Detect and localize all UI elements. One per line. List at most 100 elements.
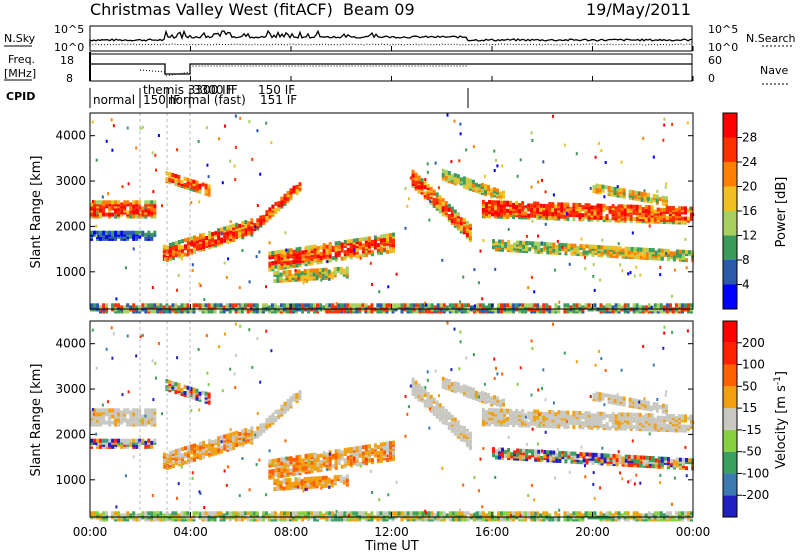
- power-cell: [99, 309, 102, 314]
- velocity-cell: [301, 462, 305, 467]
- velocity-cell: [223, 440, 227, 445]
- velocity-cell: [165, 455, 169, 460]
- nsky-traces: [89, 29, 693, 47]
- power-cell: [277, 258, 281, 263]
- velocity-cell: [576, 453, 580, 458]
- power-cell: [521, 207, 525, 212]
- power-cell: [632, 210, 636, 215]
- power-cell: [277, 201, 281, 206]
- velocity-cell: [521, 409, 525, 414]
- velocity-cell: [132, 412, 136, 417]
- power-cell: [572, 217, 576, 222]
- power-cell: [392, 234, 395, 239]
- velocity-cell: [593, 413, 597, 418]
- power-cell: [581, 217, 585, 222]
- power-speckle: [294, 269, 297, 272]
- velocity-cell: [289, 468, 293, 473]
- velocity-cell: [162, 462, 166, 467]
- power-cell: [190, 236, 193, 241]
- power-cell: [451, 305, 455, 310]
- velocity-cell: [432, 397, 436, 402]
- power-cell: [392, 244, 395, 249]
- power-cell: [433, 309, 437, 314]
- velocity-cell: [533, 421, 537, 426]
- velocity-cell: [273, 517, 277, 522]
- velocity-cell: [659, 423, 663, 428]
- velocity-cell: [669, 461, 673, 466]
- power-cell: [677, 309, 681, 314]
- velocity-cell: [349, 453, 353, 458]
- velocity-cell: [343, 450, 347, 454]
- power-speckle: [220, 232, 223, 236]
- velocity-cell: [576, 460, 580, 465]
- power-cell: [554, 214, 558, 219]
- velocity-cell: [183, 513, 187, 518]
- power-cell: [515, 303, 519, 308]
- velocity-cell: [117, 511, 121, 516]
- velocity-cell: [105, 438, 109, 443]
- power-cell: [591, 246, 595, 251]
- power-cell: [202, 240, 206, 245]
- velocity-cell: [231, 511, 235, 516]
- velocity-cell: [184, 452, 187, 457]
- power-cell: [174, 240, 178, 245]
- velocity-cell: [235, 443, 239, 447]
- power-cell: [456, 174, 460, 179]
- velocity-cell: [207, 513, 211, 518]
- velocity-cell: [656, 425, 660, 430]
- power-cell: [180, 180, 184, 184]
- power-cell: [117, 232, 121, 237]
- velocity-cell: [276, 513, 280, 518]
- power-speckle: [242, 230, 245, 234]
- power-cell: [468, 186, 472, 191]
- power-cell: [346, 239, 350, 244]
- velocity-cell: [578, 415, 582, 420]
- power-cell: [189, 184, 193, 189]
- velocity-cell: [120, 410, 124, 415]
- velocity-cell: [551, 416, 555, 421]
- velocity-cell: [349, 447, 353, 451]
- velocity-cell: [304, 511, 308, 516]
- power-cell: [519, 240, 523, 245]
- velocity-cell: [607, 395, 611, 400]
- power-cell: [606, 249, 610, 254]
- power-cell: [552, 242, 556, 247]
- power-cell: [187, 239, 190, 244]
- power-cell: [177, 174, 181, 179]
- power-cell: [414, 182, 418, 187]
- power-cell: [531, 243, 535, 248]
- power-cell: [289, 248, 293, 253]
- nsky-tick-bottom: 10^0: [54, 41, 84, 54]
- power-cell: [268, 255, 272, 260]
- velocity-cell: [225, 511, 229, 516]
- power-cell: [557, 214, 561, 219]
- velocity-cell: [267, 513, 271, 518]
- power-cell: [638, 204, 642, 209]
- velocity-cell: [685, 458, 688, 462]
- power-cell: [560, 214, 564, 219]
- velocity-cell: [364, 455, 368, 459]
- power-speckle: [335, 302, 338, 305]
- velocity-cell: [465, 428, 469, 433]
- velocity-cell: [316, 462, 320, 467]
- power-cell: [288, 270, 292, 274]
- velocity-cell: [265, 424, 269, 429]
- power-cell: [406, 303, 410, 308]
- velocity-cell: [630, 461, 634, 466]
- power-speckle: [531, 139, 534, 142]
- power-colorbar-tick-label: 12: [742, 229, 757, 243]
- velocity-cell: [453, 421, 457, 426]
- velocity-cell: [636, 455, 640, 460]
- velocity-cell: [545, 422, 549, 427]
- power-cell: [364, 305, 368, 310]
- velocity-cell: [597, 453, 601, 458]
- power-cell: [684, 303, 687, 308]
- power-cell: [687, 305, 690, 310]
- power-cell: [138, 230, 142, 235]
- power-cell: [286, 303, 289, 308]
- power-cell: [306, 268, 310, 273]
- power-cell: [307, 245, 311, 250]
- velocity-cell: [111, 414, 115, 419]
- power-cell: [534, 241, 538, 246]
- velocity-cell: [426, 404, 430, 409]
